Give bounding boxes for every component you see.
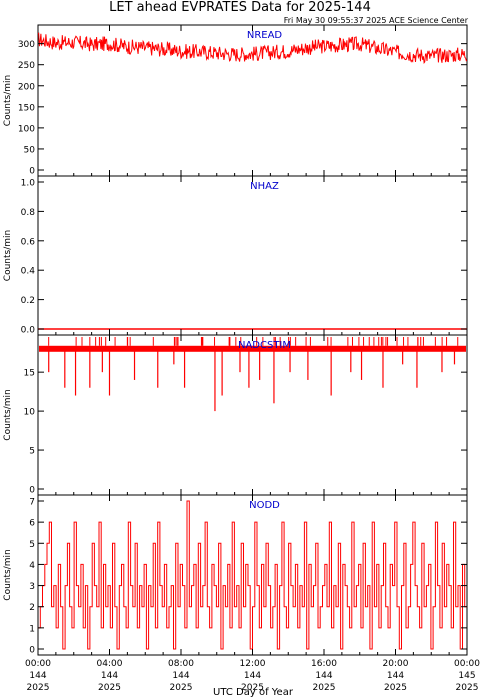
y-tick-label: 250 [18, 61, 35, 71]
x-tick-label-time: 04:00 [97, 659, 123, 669]
x-tick-label-group: 12:00 144 2025 [240, 659, 266, 693]
panel-label: NHAZ [250, 181, 279, 192]
panel-frame [37, 175, 468, 336]
y-tick-label: 5 [29, 447, 35, 457]
panel-nread: 0 50 100 150 200 250 300 NREAD Counts/min [3, 24, 468, 177]
y-tick-label: 300 [18, 40, 35, 50]
y-tick-label: 2 [29, 603, 35, 613]
panel-label: NODD [249, 500, 280, 511]
y-tick-label: 0.6 [21, 237, 36, 247]
x-tick-label-doy: 144 [101, 671, 118, 681]
panel-label: NADCSTIM [238, 340, 291, 351]
x-tick-label-year: 2025 [313, 683, 336, 693]
y-tick-label: 6 [29, 519, 35, 529]
x-tick-label-year: 2025 [98, 683, 121, 693]
x-tick-label-year: 2025 [384, 683, 407, 693]
x-tick-label-doy: 144 [315, 671, 332, 681]
x-tick-label-group: 04:00 144 2025 [97, 659, 123, 693]
x-tick-label-doy: 144 [172, 671, 189, 681]
y-tick-label: 3 [29, 582, 35, 592]
panel-nadcstim: 0 5 10 15 NADCSTIM Counts/min [3, 334, 468, 496]
panel-nodd: 0 1 2 3 4 5 6 7 NODD Counts/min [3, 494, 468, 656]
x-tick-label-group: 08:00 144 2025 [168, 659, 194, 693]
x-tick-label-group: 00:00 144 2025 [25, 659, 51, 693]
chart-title: LET ahead EVPRATES Data for 2025-144 [109, 0, 371, 15]
x-tick-label-year: 2025 [27, 683, 50, 693]
x-tick-label-time: 08:00 [168, 659, 194, 669]
y-tick-label: 0.4 [21, 267, 36, 277]
y-axis-label: Counts/min [3, 549, 13, 600]
x-tick-label-time: 00:00 [454, 659, 480, 669]
x-tick-label-year: 2025 [241, 683, 264, 693]
x-tick-label-year: 2025 [170, 683, 193, 693]
chart-timestamp: Fri May 30 09:55:37 2025 ACE Science Cen… [284, 16, 469, 25]
y-tick-label: 4 [29, 561, 35, 571]
y-tick-label: 1.0 [21, 179, 36, 189]
y-tick-label: 1 [29, 624, 35, 634]
x-tick-label-year: 2025 [456, 683, 479, 693]
x-tick-label-time: 16:00 [311, 659, 337, 669]
panel-label: NREAD [247, 30, 283, 41]
y-tick-label: 0 [29, 646, 35, 656]
x-tick-label-group: 16:00 144 2025 [311, 659, 337, 693]
x-tick-label-group: 00:00 145 2025 [454, 659, 480, 693]
nread-series-line [37, 32, 467, 64]
y-axis-label: Counts/min [3, 230, 13, 281]
y-tick-label: 0 [29, 167, 35, 177]
x-axis-label: UTC Day of Year [213, 687, 294, 698]
y-tick-label: 7 [29, 498, 35, 508]
y-tick-label: 15 [24, 369, 35, 379]
x-tick-label-doy: 144 [29, 671, 46, 681]
y-tick-label: 50 [24, 145, 36, 155]
y-tick-label: 10 [24, 408, 36, 418]
x-tick-label-doy: 145 [458, 671, 475, 681]
x-tick-label-doy: 144 [244, 671, 261, 681]
x-tick-label-time: 20:00 [383, 659, 409, 669]
x-tick-label-group: 20:00 144 2025 [383, 659, 409, 693]
nodd-series-line [38, 500, 467, 650]
x-tick-label-time: 12:00 [240, 659, 266, 669]
y-tick-label: 0.8 [21, 208, 36, 218]
y-tick-label: 100 [18, 124, 35, 134]
y-tick-label: 0 [29, 486, 35, 496]
nadcstim-baseline-band [39, 345, 466, 352]
y-axis-label: Counts/min [3, 75, 13, 126]
x-tick-label-doy: 144 [387, 671, 404, 681]
y-tick-label: 150 [18, 103, 35, 113]
y-tick-label: 0.0 [21, 326, 36, 336]
panel-nhaz: 0.0 0.2 0.4 0.6 0.8 1.0 NHAZ Counts/min [3, 175, 468, 336]
x-tick-label-time: 00:00 [25, 659, 51, 669]
y-tick-label: 5 [29, 540, 35, 550]
y-tick-label: 0.2 [21, 296, 35, 306]
y-tick-label: 200 [18, 82, 35, 92]
y-axis-label: Counts/min [3, 389, 13, 440]
